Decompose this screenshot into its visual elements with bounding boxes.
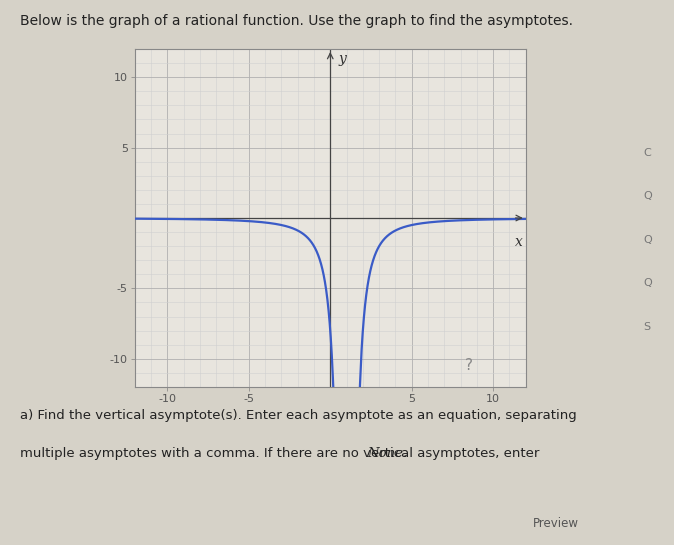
Text: Preview: Preview <box>532 517 578 530</box>
Text: Q: Q <box>644 191 652 201</box>
Text: a) Find the vertical asymptote(s). Enter each asymptote as an equation, separati: a) Find the vertical asymptote(s). Enter… <box>20 409 577 422</box>
Text: Q: Q <box>644 235 652 245</box>
Text: S: S <box>644 322 651 332</box>
Text: x: x <box>514 235 522 249</box>
Text: None.: None. <box>367 447 408 460</box>
Text: multiple asymptotes with a comma. If there are no vertical asymptotes, enter: multiple asymptotes with a comma. If the… <box>20 447 544 460</box>
Text: y: y <box>338 52 346 66</box>
Text: Below is the graph of a rational function. Use the graph to find the asymptotes.: Below is the graph of a rational functio… <box>20 14 573 28</box>
Text: ?: ? <box>464 358 472 373</box>
Text: Q: Q <box>644 278 652 288</box>
Text: C: C <box>644 148 651 158</box>
